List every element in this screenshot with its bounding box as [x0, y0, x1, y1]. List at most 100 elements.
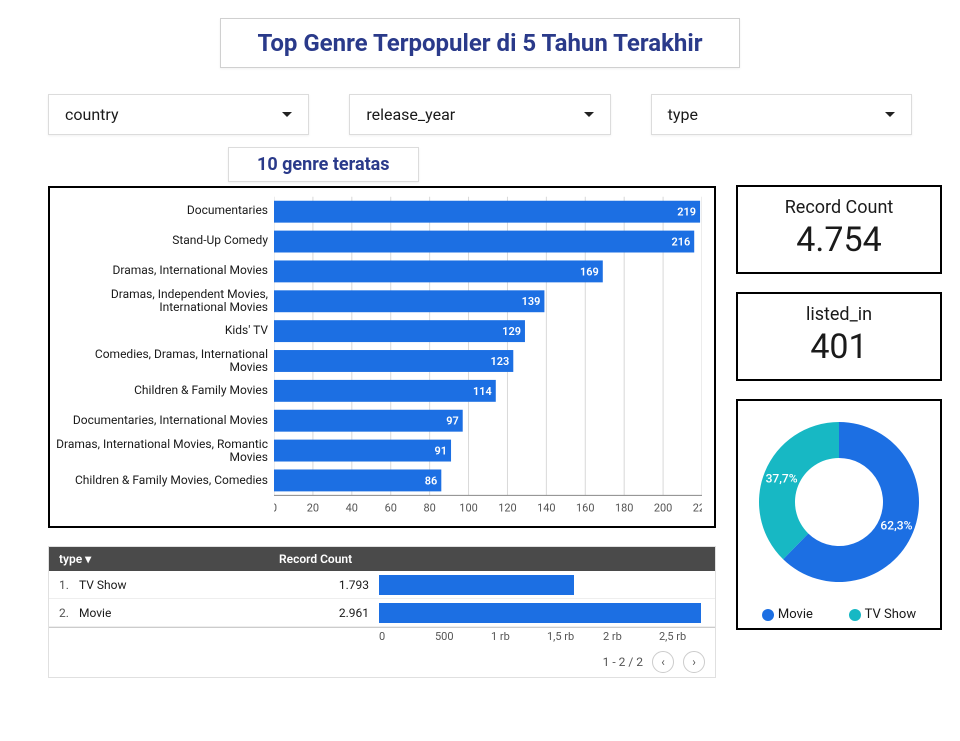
filter-release-year[interactable]: release_year [349, 94, 610, 135]
svg-text:219: 219 [677, 206, 696, 219]
caret-down-icon [885, 112, 895, 117]
table-axis-label: 500 [435, 630, 491, 643]
title-container: Top Genre Terpopuler di 5 Tahun Terakhir [220, 18, 739, 68]
svg-text:169: 169 [580, 265, 599, 278]
filter-country-label: country [65, 105, 119, 124]
bar [274, 260, 603, 282]
bar [274, 380, 496, 402]
donut-legend-item: Movie [762, 607, 813, 622]
table-pager: 1 - 2 / 2 ‹ › [49, 643, 715, 677]
svg-text:120: 120 [498, 501, 516, 514]
donut-slice [759, 422, 839, 559]
pager-next-button[interactable]: › [683, 651, 705, 673]
table-axis-label: 2,5 rb [659, 630, 715, 643]
table-bar-axis: 05001 rb1,5 rb2 rb2,5 rb [49, 627, 715, 643]
filter-country[interactable]: country [48, 94, 309, 135]
metric-record-count-label: Record Count [746, 197, 932, 218]
svg-text:80: 80 [423, 501, 435, 514]
table-axis-label: 0 [379, 630, 435, 643]
caret-down-icon [282, 112, 292, 117]
table-header: type ▾ Record Count [49, 547, 715, 571]
bar-chart-y-labels: DocumentariesStand-Up ComedyDramas, Inte… [54, 196, 274, 496]
bar [274, 320, 525, 342]
bar [274, 440, 451, 462]
row-count: 1.793 [279, 578, 379, 592]
row-bar-cell [379, 575, 705, 595]
bar-chart-title: 10 genre teratas [228, 147, 419, 182]
pager-text: 1 - 2 / 2 [603, 655, 643, 669]
svg-text:91: 91 [435, 445, 448, 458]
svg-text:86: 86 [425, 474, 438, 487]
bar-chart: DocumentariesStand-Up ComedyDramas, Inte… [48, 186, 716, 528]
svg-text:20: 20 [307, 501, 319, 514]
svg-text:160: 160 [576, 501, 594, 514]
bar-chart-category-label: Comedies, Dramas, International Movies [54, 346, 268, 376]
bar-chart-category-label: Stand-Up Comedy [54, 226, 268, 256]
svg-text:139: 139 [522, 295, 541, 308]
svg-text:100: 100 [459, 501, 477, 514]
page-title: Top Genre Terpopuler di 5 Tahun Terakhir [257, 29, 702, 57]
legend-swatch-icon [762, 609, 774, 621]
svg-text:114: 114 [473, 385, 492, 398]
donut-legend: Movie TV Show [744, 607, 934, 622]
bar [274, 350, 513, 372]
table-axis-label: 1 rb [491, 630, 547, 643]
metric-record-count: Record Count 4.754 [736, 185, 942, 274]
page-header: Top Genre Terpopuler di 5 Tahun Terakhir [0, 18, 960, 68]
svg-text:123: 123 [491, 355, 510, 368]
svg-text:140: 140 [537, 501, 555, 514]
svg-text:129: 129 [502, 325, 521, 338]
table-axis-label: 1,5 rb [547, 630, 603, 643]
row-bar-cell [379, 603, 705, 623]
filter-type[interactable]: type [651, 94, 912, 135]
bar-chart-category-label: Kids' TV [54, 316, 268, 346]
row-bar [379, 575, 574, 595]
bar-chart-category-label: Documentaries [54, 196, 268, 226]
svg-text:37,7%: 37,7% [766, 472, 798, 486]
bar-chart-category-label: Children & Family Movies, Comedies [54, 466, 268, 496]
row-bar [379, 603, 701, 623]
svg-text:60: 60 [385, 501, 397, 514]
filter-bar: country release_year type [0, 68, 960, 147]
row-type: TV Show [79, 578, 279, 592]
svg-text:220: 220 [693, 501, 702, 514]
legend-label: Movie [778, 607, 813, 622]
svg-text:62,3%: 62,3% [880, 518, 912, 532]
metric-listed-in-label: listed_in [746, 304, 932, 325]
metric-listed-in: listed_in 401 [736, 292, 942, 381]
bar [274, 290, 544, 312]
filter-release-year-label: release_year [366, 105, 455, 124]
row-index: 2. [59, 606, 79, 620]
pager-prev-button[interactable]: ‹ [652, 651, 674, 673]
metric-listed-in-value: 401 [746, 327, 932, 367]
donut-legend-item: TV Show [849, 607, 916, 622]
bar-chart-plot: 219 216 169 139 129 123 114 97 91 86 0 20 40 60 80 100 1… [274, 196, 702, 522]
bar-chart-category-label: Dramas, Independent Movies, Internationa… [54, 286, 268, 316]
metric-record-count-value: 4.754 [746, 220, 932, 260]
bar-chart-category-label: Dramas, International Movies [54, 256, 268, 286]
row-index: 1. [59, 578, 79, 592]
donut-chart-plot: 62,3% 37,7% [744, 407, 934, 597]
svg-text:216: 216 [671, 236, 690, 249]
bar [274, 410, 463, 432]
row-count: 2.961 [279, 606, 379, 620]
bar [274, 469, 441, 491]
svg-text:0: 0 [274, 501, 277, 514]
table-col-count[interactable]: Record Count [279, 552, 399, 566]
bar [274, 201, 700, 223]
table-axis-label: 2 rb [603, 630, 659, 643]
record-table: type ▾ Record Count 1.TV Show1.7932.Movi… [48, 546, 716, 678]
bar-chart-category-label: Documentaries, International Movies [54, 406, 268, 436]
filter-type-label: type [668, 105, 698, 124]
svg-text:200: 200 [654, 501, 672, 514]
caret-down-icon [584, 112, 594, 117]
table-col-type[interactable]: type ▾ [59, 552, 91, 566]
table-row[interactable]: 2.Movie2.961 [49, 599, 715, 627]
bar-chart-category-label: Children & Family Movies [54, 376, 268, 406]
row-type: Movie [79, 606, 279, 620]
bar [274, 231, 694, 253]
svg-text:97: 97 [446, 415, 459, 428]
table-row[interactable]: 1.TV Show1.793 [49, 571, 715, 599]
svg-text:40: 40 [346, 501, 358, 514]
donut-chart: 62,3% 37,7% Movie TV Show [736, 399, 942, 630]
